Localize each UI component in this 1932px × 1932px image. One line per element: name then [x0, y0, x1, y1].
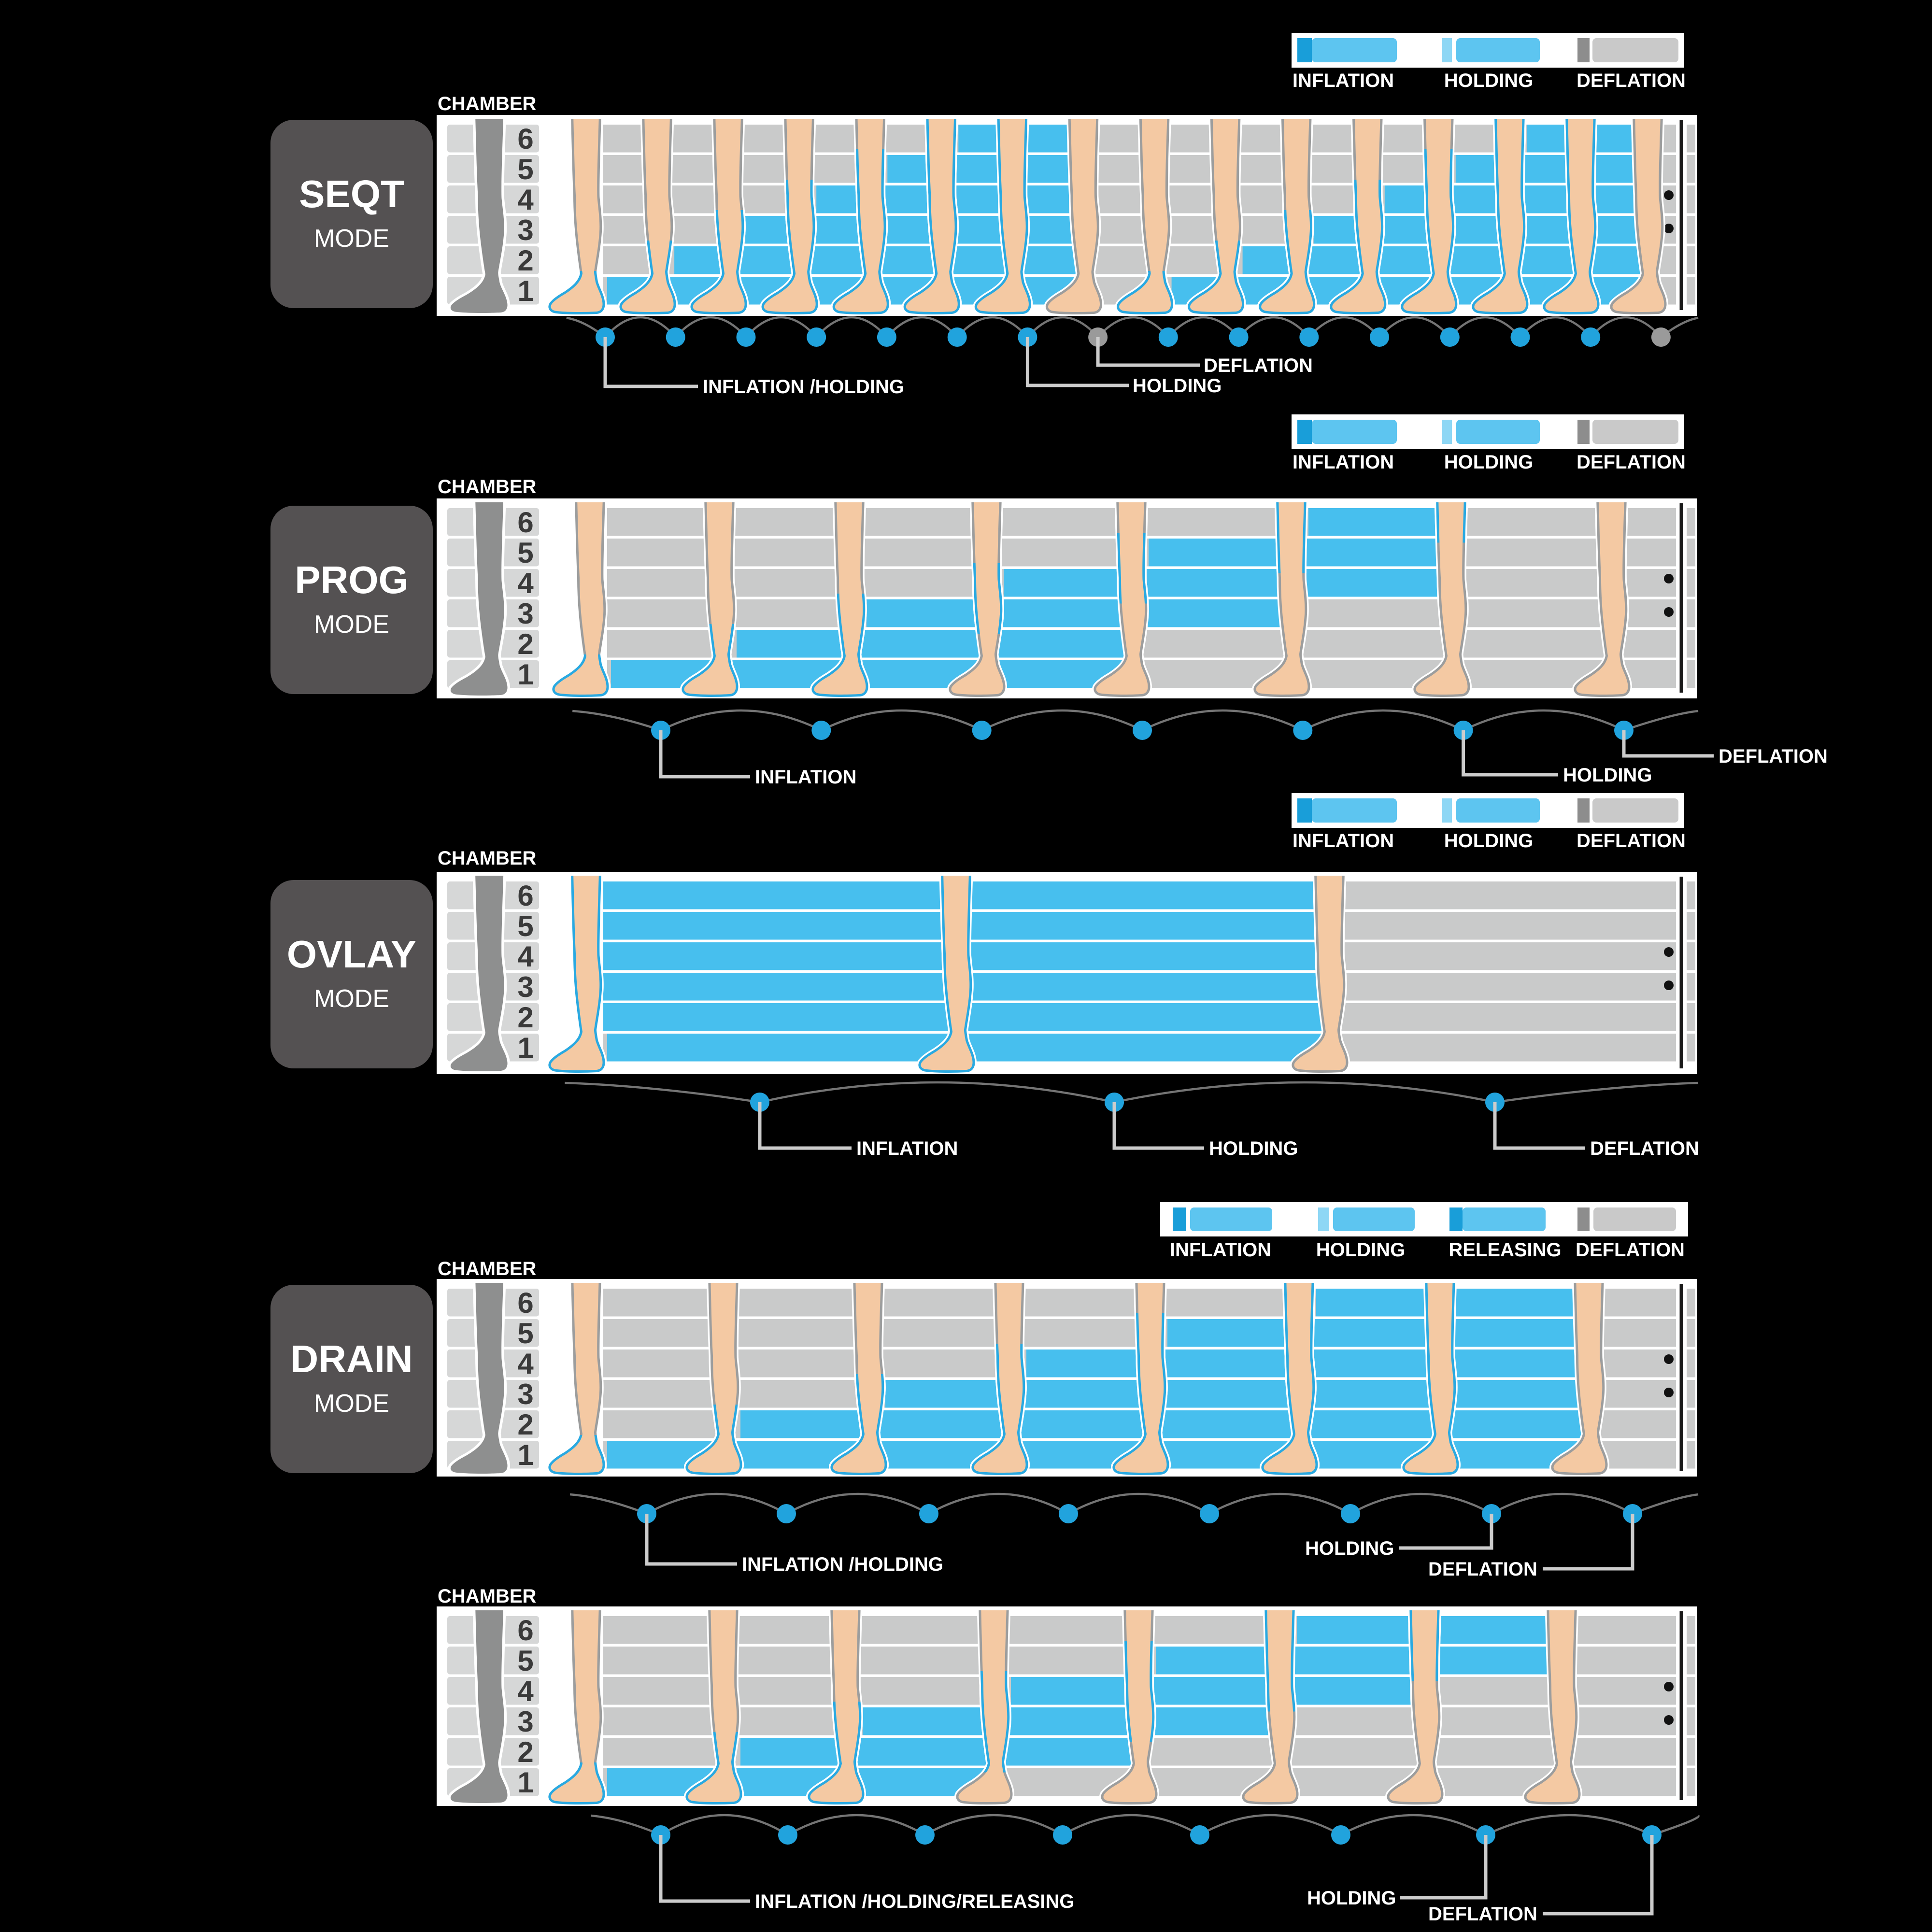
svg-text:4: 4: [517, 940, 534, 973]
svg-text:HOLDING: HOLDING: [1307, 1888, 1396, 1909]
svg-text:DEFLATION: DEFLATION: [1428, 1559, 1537, 1580]
svg-text:INFLATION: INFLATION: [1293, 830, 1394, 852]
svg-text:4: 4: [517, 567, 534, 599]
svg-text:PROG: PROG: [295, 558, 409, 601]
svg-text:INFLATION: INFLATION: [755, 767, 856, 788]
svg-text:4: 4: [517, 1675, 534, 1707]
svg-text:HOLDING: HOLDING: [1444, 70, 1533, 91]
svg-text:6: 6: [517, 1287, 533, 1319]
svg-text:DEFLATION: DEFLATION: [1204, 355, 1313, 376]
svg-text:DEFLATION: DEFLATION: [1576, 1239, 1685, 1261]
svg-text:HOLDING: HOLDING: [1316, 1239, 1405, 1261]
svg-text:DEFLATION: DEFLATION: [1428, 1904, 1537, 1925]
svg-text:INFLATION: INFLATION: [1170, 1239, 1271, 1261]
svg-text:OVLAY: OVLAY: [287, 933, 416, 976]
svg-text:HOLDING: HOLDING: [1444, 830, 1533, 852]
svg-text:6: 6: [517, 123, 533, 155]
svg-text:DEFLATION: DEFLATION: [1590, 1138, 1699, 1159]
svg-text:MODE: MODE: [314, 1390, 389, 1418]
svg-text:HOLDING: HOLDING: [1563, 765, 1652, 786]
svg-text:1: 1: [517, 658, 533, 691]
svg-text:RELEASING: RELEASING: [1449, 1239, 1561, 1261]
svg-text:DEFLATION: DEFLATION: [1577, 452, 1686, 473]
svg-text:MODE: MODE: [314, 985, 389, 1013]
svg-text:1: 1: [517, 1032, 533, 1064]
svg-text:HOLDING: HOLDING: [1305, 1538, 1394, 1559]
svg-text:DEFLATION: DEFLATION: [1577, 830, 1686, 852]
svg-text:HOLDING: HOLDING: [1133, 375, 1222, 397]
svg-text:5: 5: [517, 1317, 533, 1350]
svg-text:1: 1: [517, 1766, 533, 1799]
svg-text:DRAIN: DRAIN: [290, 1337, 412, 1380]
svg-text:5: 5: [517, 910, 533, 942]
svg-text:2: 2: [517, 628, 533, 660]
svg-text:2: 2: [517, 1408, 533, 1441]
svg-text:4: 4: [517, 1348, 534, 1380]
svg-text:CHAMBER: CHAMBER: [438, 93, 537, 114]
svg-text:INFLATION: INFLATION: [1293, 452, 1394, 473]
svg-text:MODE: MODE: [314, 611, 389, 639]
svg-text:2: 2: [517, 244, 533, 277]
svg-text:4: 4: [517, 184, 534, 216]
svg-text:2: 2: [517, 1001, 533, 1034]
svg-text:MODE: MODE: [314, 225, 389, 253]
svg-text:5: 5: [517, 537, 533, 569]
svg-text:CHAMBER: CHAMBER: [438, 1258, 537, 1279]
svg-text:HOLDING: HOLDING: [1209, 1138, 1298, 1159]
svg-text:SEQT: SEQT: [299, 172, 404, 215]
svg-text:3: 3: [517, 1705, 533, 1738]
svg-text:6: 6: [517, 880, 533, 912]
svg-text:INFLATION: INFLATION: [1293, 70, 1394, 91]
svg-text:5: 5: [517, 1645, 533, 1677]
svg-text:CHAMBER: CHAMBER: [438, 1586, 537, 1607]
svg-text:INFLATION /HOLDING/RELEASING: INFLATION /HOLDING/RELEASING: [755, 1891, 1074, 1912]
svg-text:3: 3: [517, 214, 533, 246]
svg-text:HOLDING: HOLDING: [1444, 452, 1533, 473]
svg-text:3: 3: [517, 971, 533, 1003]
svg-text:DEFLATION: DEFLATION: [1577, 70, 1686, 91]
svg-text:3: 3: [517, 597, 533, 630]
svg-text:2: 2: [517, 1736, 533, 1768]
svg-text:DEFLATION: DEFLATION: [1719, 746, 1828, 767]
svg-text:5: 5: [517, 153, 533, 185]
svg-text:INFLATION /HOLDING: INFLATION /HOLDING: [742, 1554, 943, 1575]
svg-text:1: 1: [517, 1439, 533, 1471]
svg-text:1: 1: [517, 275, 533, 307]
svg-text:3: 3: [517, 1378, 533, 1410]
svg-text:CHAMBER: CHAMBER: [438, 848, 537, 869]
svg-text:6: 6: [517, 506, 533, 539]
svg-text:INFLATION: INFLATION: [856, 1138, 958, 1159]
svg-text:INFLATION /HOLDING: INFLATION /HOLDING: [703, 376, 904, 398]
svg-text:CHAMBER: CHAMBER: [438, 476, 537, 497]
svg-text:6: 6: [517, 1614, 533, 1647]
